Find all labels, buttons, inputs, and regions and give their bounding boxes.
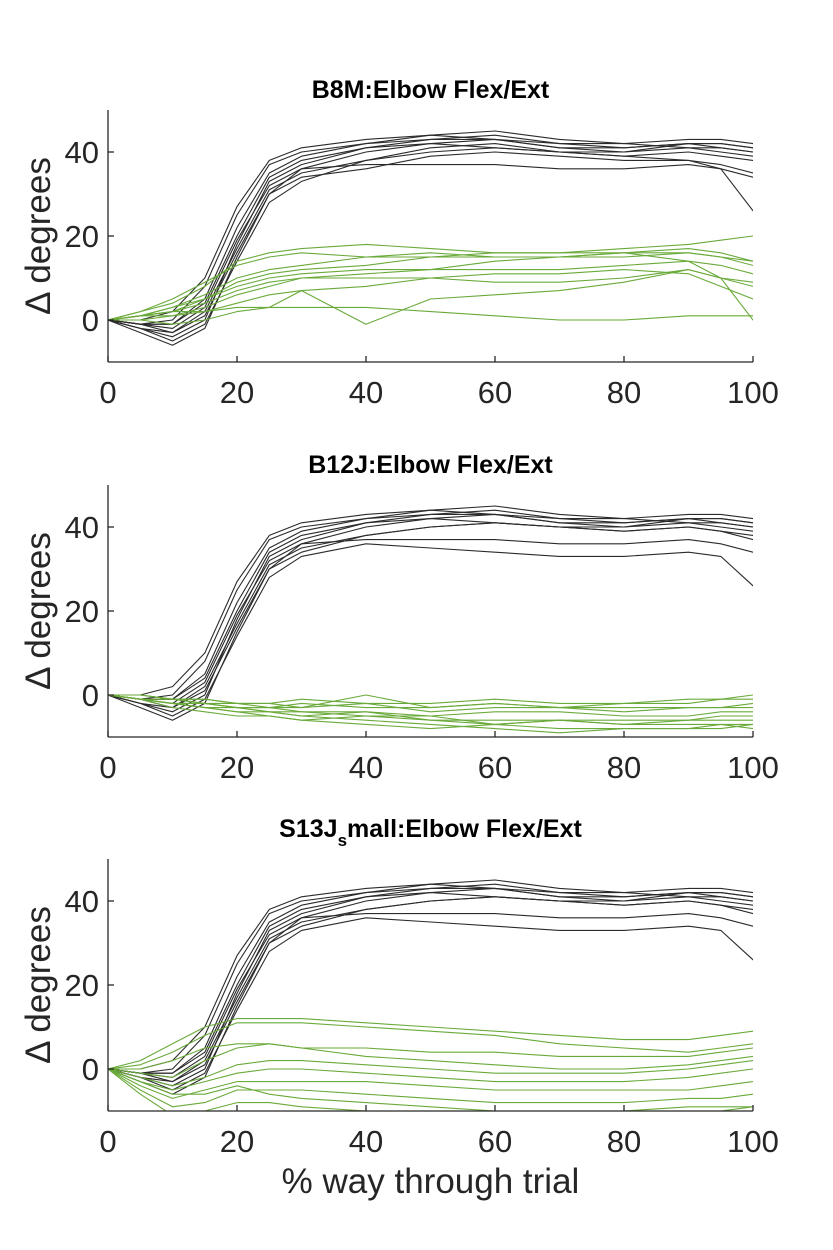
- series-line-first-5: [108, 513, 753, 700]
- series-line-first-3: [108, 505, 753, 700]
- series-line-second-11: [108, 235, 753, 321]
- series-line-first-6: [108, 164, 753, 329]
- chart-title-subscript: s: [338, 831, 347, 850]
- x-tick-label: 40: [349, 375, 383, 410]
- y-tick-label: 40: [65, 884, 99, 919]
- series-line-first-1: [108, 138, 753, 346]
- series-line-first-5: [108, 887, 753, 1074]
- series-line-first-6: [108, 539, 753, 704]
- y-tick-label: 0: [82, 303, 99, 338]
- series-line-second-20: [108, 694, 753, 725]
- x-axis-label: % way through trial: [282, 1162, 580, 1201]
- chart-title: B12J:Elbow Flex/Ext: [308, 451, 553, 479]
- series-line-second-19: [108, 269, 753, 325]
- y-tick-label: 0: [82, 678, 99, 713]
- series-group: [108, 879, 753, 1111]
- x-tick-label: 40: [349, 1124, 383, 1159]
- series-line-first-3: [108, 879, 753, 1074]
- x-tick-label: 20: [220, 375, 254, 410]
- series-line-first-7: [108, 143, 753, 342]
- series-line-second-14: [108, 260, 753, 321]
- x-tick-label: 80: [607, 375, 641, 410]
- x-tick-label: 20: [220, 1124, 254, 1159]
- y-tick-label: 40: [65, 135, 99, 170]
- series-group: [108, 505, 753, 734]
- series-line-first-9: [108, 134, 753, 321]
- series-line-first-10: [108, 896, 753, 1083]
- y-axis-label: Δ degrees: [19, 157, 58, 315]
- series-line-first-8: [108, 892, 753, 1074]
- x-tick-label: 20: [220, 750, 254, 785]
- series-line-first-8: [108, 143, 753, 325]
- y-tick-label: 0: [82, 1052, 99, 1087]
- x-tick-label: 100: [727, 375, 779, 410]
- y-tick-label: 20: [65, 594, 99, 629]
- series-line-second-16: [108, 694, 753, 725]
- series-line-second-13: [108, 252, 753, 321]
- series-line-second-20: [108, 1068, 753, 1111]
- x-tick-label: 80: [607, 750, 641, 785]
- series-line-first-7: [108, 917, 753, 1091]
- series-line-first-9: [108, 883, 753, 1070]
- series-line-second-15: [108, 1060, 753, 1087]
- series-group: [108, 130, 753, 346]
- series-line-second-17: [108, 694, 753, 704]
- series-line-second-18: [108, 306, 753, 321]
- x-tick-label: 100: [727, 1124, 779, 1159]
- x-tick-label: 0: [99, 375, 116, 410]
- series-line-first-1: [108, 887, 753, 1095]
- x-tick-label: 0: [99, 1124, 116, 1159]
- y-axis-label: Δ degrees: [19, 906, 58, 1064]
- series-line-first-7: [108, 543, 753, 717]
- series-line-first-10: [108, 522, 753, 709]
- chart-title-rest: mall:Elbow Flex/Ext: [347, 815, 582, 843]
- chart-title: B8M:Elbow Flex/Ext: [312, 76, 550, 104]
- series-line-first-4: [108, 147, 753, 334]
- y-tick-label: 20: [65, 219, 99, 254]
- series-line-second-17: [108, 269, 753, 321]
- chart-title-main: B8M:Elbow Flex/Ext: [312, 76, 550, 104]
- x-tick-label: 100: [727, 750, 779, 785]
- series-line-second-13: [108, 1043, 753, 1070]
- x-tick-label: 60: [478, 750, 512, 785]
- y-axis-label: Δ degrees: [19, 532, 58, 690]
- series-line-first-4: [108, 896, 753, 1083]
- series-line-second-16: [108, 1068, 753, 1091]
- series-line-second-12: [108, 248, 753, 321]
- series-line-second-18: [108, 1068, 753, 1108]
- chart-title: S13Jsmall:Elbow Flex/Ext: [279, 815, 582, 850]
- x-tick-label: 60: [478, 1124, 512, 1159]
- y-tick-label: 20: [65, 968, 99, 1003]
- chart-panel-3: S13Jsmall:Elbow Flex/Ext 0 20 40 60 80 100 0 20 4…: [19, 815, 779, 1201]
- series-line-second-19: [108, 1068, 753, 1111]
- series-line-first-9: [108, 509, 753, 696]
- series-line-second-12: [108, 1022, 753, 1070]
- series-line-first-10: [108, 151, 753, 334]
- series-line-second-17: [108, 1068, 753, 1099]
- series-line-second-16: [108, 252, 753, 321]
- y-tick-label: 40: [65, 510, 99, 545]
- series-line-first-4: [108, 522, 753, 709]
- chart-title-main: B12J:Elbow Flex/Ext: [308, 451, 553, 479]
- x-tick-label: 40: [349, 750, 383, 785]
- series-line-first-1: [108, 513, 753, 721]
- chart-title-main: S13J: [279, 815, 337, 843]
- series-line-second-20: [108, 252, 753, 321]
- x-tick-label: 80: [607, 1124, 641, 1159]
- series-line-first-6: [108, 913, 753, 1078]
- series-line-first-8: [108, 518, 753, 700]
- x-tick-label: 0: [99, 750, 116, 785]
- series-line-second-14: [108, 1043, 753, 1078]
- series-line-second-19: [108, 694, 753, 734]
- x-tick-label: 60: [478, 375, 512, 410]
- series-line-second-11: [108, 1018, 753, 1070]
